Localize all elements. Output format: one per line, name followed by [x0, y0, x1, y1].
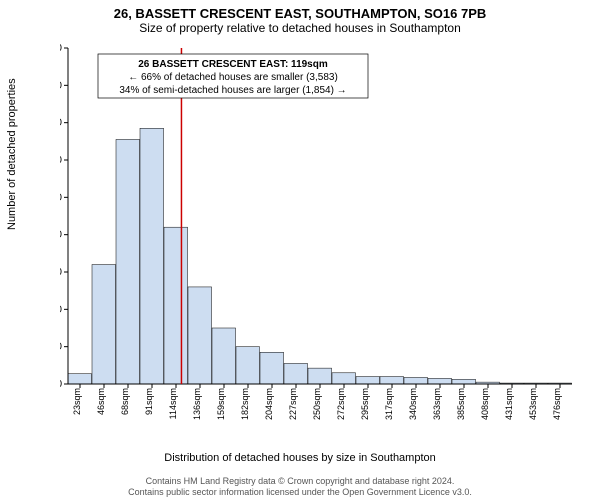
- chart-subtitle: Size of property relative to detached ho…: [0, 21, 600, 39]
- svg-text:227sqm: 227sqm: [288, 388, 298, 420]
- svg-text:317sqm: 317sqm: [384, 388, 394, 420]
- attribution: Contains HM Land Registry data © Crown c…: [0, 476, 600, 498]
- plot-area: 0 200 400 600 800 1000 1200 1400 1600 1800 23sqm 46…: [60, 44, 580, 414]
- histogram-svg: 0 200 400 600 800 1000 1200 1400 1600 1800 23sqm 46…: [60, 44, 580, 444]
- svg-text:295sqm: 295sqm: [360, 388, 370, 420]
- svg-text:68sqm: 68sqm: [120, 388, 130, 415]
- svg-text:400: 400: [60, 304, 62, 315]
- svg-text:91sqm: 91sqm: [144, 388, 154, 415]
- svg-text:1600: 1600: [60, 80, 62, 91]
- svg-text:272sqm: 272sqm: [336, 388, 346, 420]
- svg-text:26 BASSETT CRESCENT EAST: 119s: 26 BASSETT CRESCENT EAST: 119sqm: [138, 59, 328, 70]
- svg-text:159sqm: 159sqm: [216, 388, 226, 420]
- svg-text:1400: 1400: [60, 118, 62, 129]
- svg-text:800: 800: [60, 230, 62, 241]
- svg-text:340sqm: 340sqm: [408, 388, 418, 420]
- svg-text:114sqm: 114sqm: [168, 388, 178, 419]
- x-axis-label: Distribution of detached houses by size …: [0, 452, 600, 464]
- attribution-line2: Contains public sector information licen…: [0, 487, 600, 498]
- svg-text:1800: 1800: [60, 44, 62, 54]
- svg-text:1200: 1200: [60, 155, 62, 166]
- chart-title: 26, BASSETT CRESCENT EAST, SOUTHAMPTON, …: [0, 0, 600, 21]
- svg-text:408sqm: 408sqm: [480, 388, 490, 420]
- svg-text:476sqm: 476sqm: [552, 388, 562, 420]
- chart-container: 26, BASSETT CRESCENT EAST, SOUTHAMPTON, …: [0, 0, 600, 500]
- svg-text:431sqm: 431sqm: [504, 388, 514, 420]
- svg-text:← 66% of detached houses are s: ← 66% of detached houses are smaller (3,…: [128, 72, 338, 83]
- svg-text:600: 600: [60, 267, 62, 278]
- svg-text:250sqm: 250sqm: [312, 388, 322, 420]
- svg-text:34% of semi-detached houses ar: 34% of semi-detached houses are larger (…: [119, 85, 346, 96]
- y-axis-label: Number of detached properties: [6, 78, 18, 230]
- svg-text:453sqm: 453sqm: [528, 388, 538, 420]
- svg-text:200: 200: [60, 342, 62, 353]
- svg-text:204sqm: 204sqm: [264, 388, 274, 420]
- svg-text:0: 0: [60, 379, 62, 390]
- svg-text:23sqm: 23sqm: [72, 388, 82, 415]
- svg-text:385sqm: 385sqm: [456, 388, 466, 420]
- svg-text:136sqm: 136sqm: [192, 388, 202, 420]
- attribution-line1: Contains HM Land Registry data © Crown c…: [0, 476, 600, 487]
- svg-text:363sqm: 363sqm: [432, 388, 442, 420]
- svg-text:1000: 1000: [60, 192, 62, 203]
- svg-text:182sqm: 182sqm: [240, 388, 250, 420]
- svg-text:46sqm: 46sqm: [96, 388, 106, 415]
